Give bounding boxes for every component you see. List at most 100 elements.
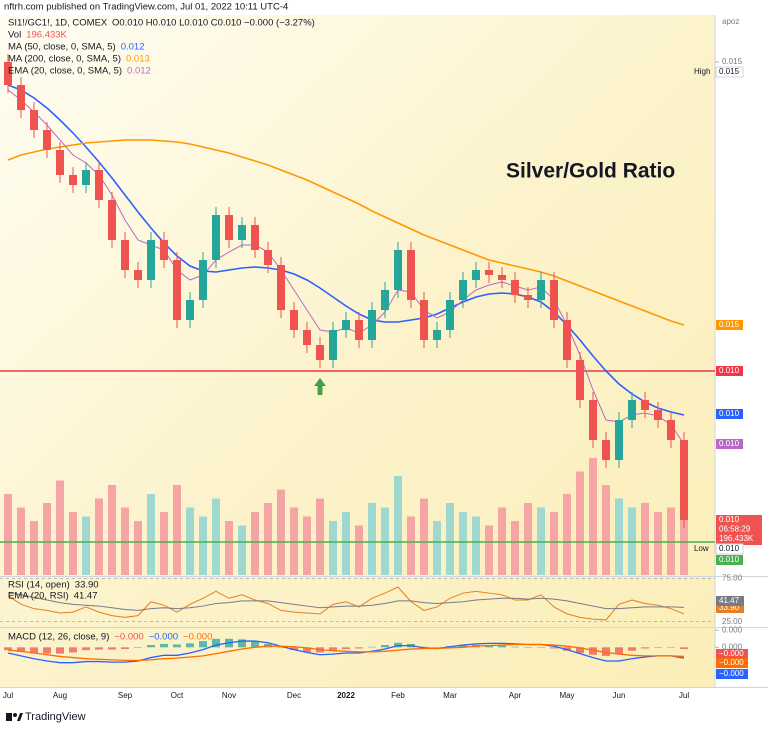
candle-body bbox=[30, 110, 38, 130]
badge-label: 33.90 bbox=[719, 603, 740, 612]
marks bbox=[0, 54, 719, 664]
badge-label: 0.010 bbox=[719, 366, 740, 375]
volume-bar bbox=[355, 525, 363, 575]
candle-body bbox=[186, 300, 194, 320]
x-tick-label: Nov bbox=[222, 691, 236, 700]
legend-value: 33.90 bbox=[75, 580, 99, 591]
volume-bar bbox=[316, 498, 324, 575]
candle-body bbox=[459, 280, 467, 300]
histogram-bar bbox=[303, 647, 311, 652]
line bbox=[7, 592, 685, 611]
volume-bar bbox=[446, 503, 454, 575]
badge bbox=[716, 409, 743, 419]
histogram-bar bbox=[589, 647, 597, 655]
candle-body bbox=[108, 200, 116, 240]
histogram-bar bbox=[654, 647, 662, 648]
line bbox=[7, 643, 685, 662]
badge-label: 0.010 bbox=[719, 409, 740, 418]
badge bbox=[716, 596, 744, 606]
candle-body bbox=[342, 320, 350, 330]
histogram-bar bbox=[238, 639, 246, 648]
histogram-bar bbox=[134, 647, 142, 648]
line bbox=[7, 139, 685, 326]
volume-bar bbox=[563, 494, 571, 575]
candle-body bbox=[368, 310, 376, 340]
badge-label: −0.000 bbox=[719, 649, 744, 658]
candle-body bbox=[251, 225, 259, 250]
volume-bar bbox=[615, 498, 623, 575]
candle-body bbox=[667, 420, 675, 440]
candle-body bbox=[433, 330, 441, 340]
candle-body bbox=[277, 265, 285, 310]
candle-body bbox=[329, 330, 337, 360]
candle-body bbox=[602, 440, 610, 460]
volume-bar bbox=[134, 521, 142, 575]
legend-name: MACD (12, 26, close, 9) bbox=[8, 632, 109, 643]
x-tick-label: Jul bbox=[679, 691, 689, 700]
badge-label: 0.015 bbox=[719, 320, 740, 329]
publisher: nftrh.com published on TradingView.com, … bbox=[4, 2, 288, 13]
badge bbox=[716, 669, 748, 679]
x-tick-label: Feb bbox=[391, 691, 405, 700]
y-tick-label: 0.000 bbox=[722, 625, 743, 634]
histogram-bar bbox=[17, 647, 25, 652]
histogram-bar bbox=[342, 647, 350, 650]
x-tick-label: Jul bbox=[3, 691, 13, 700]
histogram-bar bbox=[537, 647, 545, 648]
histogram-bar bbox=[368, 646, 376, 648]
volume-bar bbox=[225, 521, 233, 575]
volume-bar bbox=[303, 516, 311, 575]
volume-bar bbox=[342, 512, 350, 575]
volume-bar bbox=[602, 485, 610, 575]
legend-value: −0.000 bbox=[149, 632, 178, 643]
candle-body bbox=[264, 250, 272, 265]
candle-body bbox=[225, 215, 233, 240]
volume-bar bbox=[407, 516, 415, 575]
candle-body bbox=[524, 295, 532, 300]
histogram-bar bbox=[251, 641, 259, 648]
volume-bar bbox=[56, 480, 64, 575]
candle-body bbox=[394, 250, 402, 290]
histogram-bar bbox=[602, 647, 610, 656]
y-tick-label: 75.00 bbox=[722, 573, 743, 582]
histogram-bar bbox=[186, 643, 194, 648]
candle-body bbox=[654, 410, 662, 420]
histogram-bar bbox=[680, 647, 688, 650]
volume-bar bbox=[576, 471, 584, 575]
legend-name: RSI (14, open) bbox=[8, 580, 70, 591]
candle-body bbox=[680, 440, 688, 520]
legend-name: Vol bbox=[8, 30, 21, 41]
volume-bar bbox=[329, 521, 337, 575]
candle-body bbox=[589, 400, 597, 440]
volume-bar bbox=[173, 485, 181, 575]
candle-body bbox=[316, 345, 324, 360]
badge-label: 0.010 bbox=[719, 544, 740, 553]
candle-body bbox=[199, 260, 207, 300]
histogram-bar bbox=[433, 647, 441, 648]
volume-bar bbox=[459, 512, 467, 575]
histogram-bar bbox=[381, 645, 389, 648]
x-tick-label: Dec bbox=[287, 691, 301, 700]
legend-name: MA (50, close, 0, SMA, 5) bbox=[8, 42, 116, 53]
volume-bar bbox=[199, 516, 207, 575]
plot-background bbox=[0, 15, 715, 687]
candle-body bbox=[381, 290, 389, 310]
chart-title: Silver/Gold Ratio bbox=[506, 160, 675, 183]
badge-label: −0.000 bbox=[719, 658, 744, 667]
footer-logo bbox=[6, 713, 23, 721]
badge bbox=[716, 320, 743, 330]
volume-bar bbox=[69, 512, 77, 575]
candle-body bbox=[576, 360, 584, 400]
candle-body bbox=[134, 270, 142, 280]
volume-bar bbox=[420, 498, 428, 575]
volume-bar bbox=[589, 458, 597, 575]
legend-value: 0.013 bbox=[126, 54, 150, 65]
histogram-bar bbox=[667, 647, 675, 648]
badge bbox=[716, 603, 744, 613]
histogram-bar bbox=[69, 647, 77, 653]
histogram-bar bbox=[355, 647, 363, 649]
candle-body bbox=[17, 85, 25, 110]
candle-body bbox=[290, 310, 298, 330]
